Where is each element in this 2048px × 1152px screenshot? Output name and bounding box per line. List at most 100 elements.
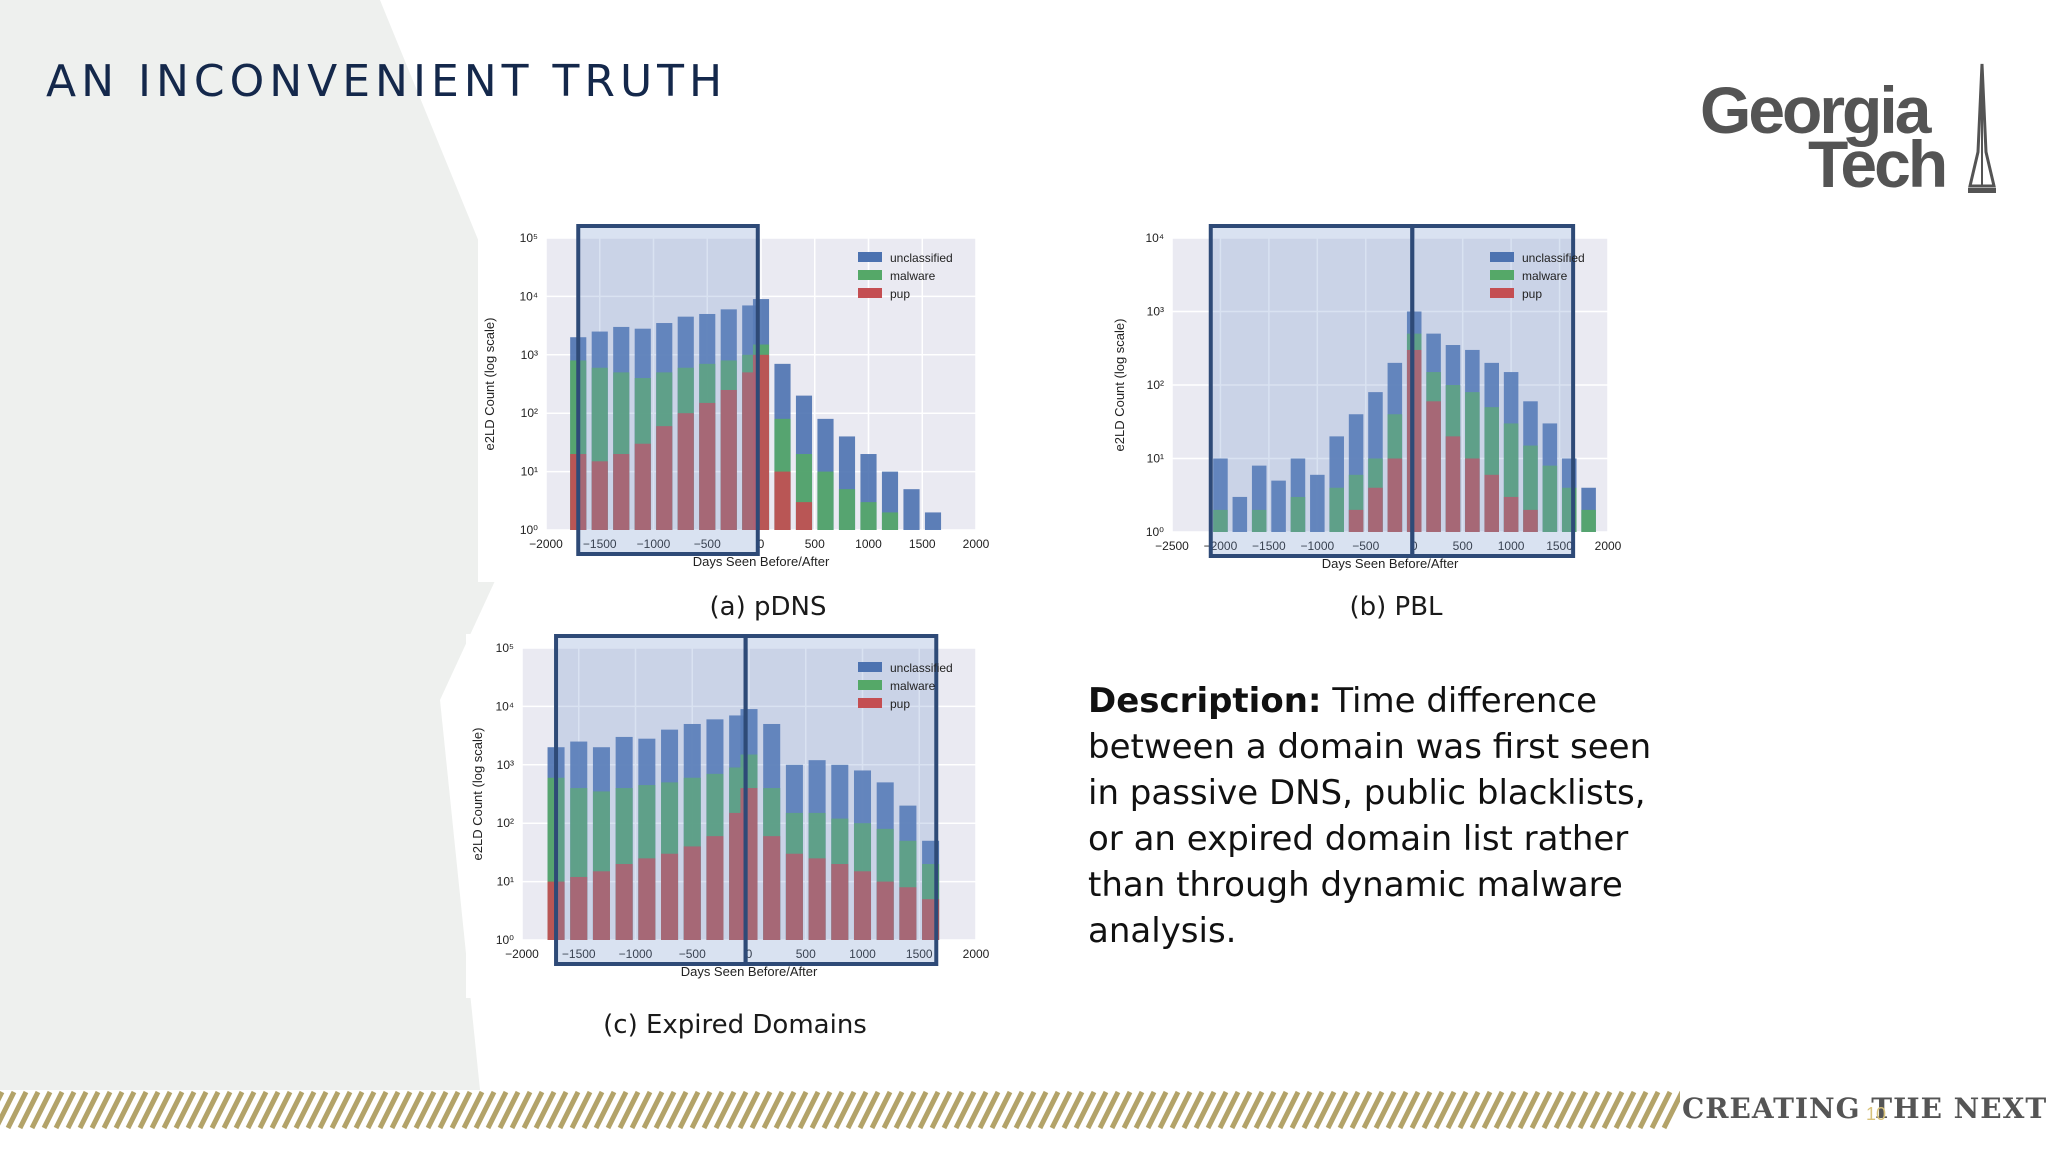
stripe <box>1265 1090 1289 1130</box>
stripe <box>1397 1090 1421 1130</box>
stripe <box>1145 1090 1169 1130</box>
stripe <box>665 1090 689 1130</box>
y-tick-label: 10⁴ <box>1145 231 1164 245</box>
stripe <box>881 1090 905 1130</box>
y-tick-label: 10⁰ <box>496 933 514 947</box>
stripe <box>1133 1090 1157 1130</box>
bar-pup <box>699 402 716 530</box>
bar-pup <box>899 887 917 940</box>
y-tick-label: 10⁴ <box>495 699 514 713</box>
stripe <box>389 1090 413 1130</box>
x-tick-label: 1000 <box>1498 539 1525 553</box>
stripe <box>509 1090 533 1130</box>
stripe <box>209 1090 233 1130</box>
stripe <box>833 1090 857 1130</box>
bar-pup <box>683 846 701 940</box>
stripe <box>533 1090 557 1130</box>
stripe <box>317 1090 341 1130</box>
caption-pdns: (a) pDNS <box>709 592 827 622</box>
logo-line-2: Tech <box>1808 127 1948 201</box>
bar-pup <box>1523 509 1538 532</box>
stripe <box>137 1090 161 1130</box>
stripe <box>1481 1090 1505 1130</box>
bar-pup <box>570 876 588 940</box>
x-tick-label: −1000 <box>637 537 671 551</box>
bar-unclassified <box>1310 474 1325 532</box>
stripe <box>1217 1090 1241 1130</box>
x-tick-label: 0 <box>1411 539 1418 553</box>
stripe <box>857 1090 881 1130</box>
stripe <box>1049 1090 1073 1130</box>
bar-pup <box>615 864 633 940</box>
legend-swatch <box>858 698 882 708</box>
y-tick-label: 10⁵ <box>520 231 538 245</box>
bar-pup <box>656 426 673 530</box>
stripe <box>329 1090 353 1130</box>
highlight-frame <box>1410 224 1576 558</box>
stripe <box>989 1090 1013 1130</box>
x-tick-label: −500 <box>1352 539 1379 553</box>
y-tick-label: 10⁵ <box>496 641 514 655</box>
stripe <box>725 1090 749 1130</box>
stripe <box>617 1090 641 1130</box>
stripe <box>1445 1090 1469 1130</box>
stripe <box>773 1090 797 1130</box>
stripe <box>1373 1090 1397 1130</box>
bar-pup <box>1368 487 1383 532</box>
stripe <box>1433 1090 1457 1130</box>
stripe <box>845 1090 869 1130</box>
bar-pup <box>785 853 803 940</box>
tech-tower-icon <box>1968 63 1996 193</box>
x-tick-label: 500 <box>805 537 825 551</box>
legend-label: malware <box>890 269 936 283</box>
stripe <box>89 1090 113 1130</box>
stripe <box>965 1090 989 1130</box>
stripe <box>305 1090 329 1130</box>
stripe <box>1601 1090 1625 1130</box>
bar-pup <box>1426 401 1441 532</box>
x-tick-label: −500 <box>694 537 721 551</box>
stripe <box>605 1090 629 1130</box>
legend-label: unclassified <box>1522 251 1585 265</box>
highlight-frame <box>554 634 748 966</box>
stripe <box>1649 1090 1673 1130</box>
bar-pup <box>1484 474 1499 532</box>
stripe <box>1121 1090 1145 1130</box>
x-tick-label: 0 <box>758 537 765 551</box>
stripe <box>461 1090 485 1130</box>
stripe <box>797 1090 821 1130</box>
stripe <box>1097 1090 1121 1130</box>
stripe <box>161 1090 185 1130</box>
highlight-frame <box>576 224 760 556</box>
stripe <box>401 1090 425 1130</box>
stripe <box>473 1090 497 1130</box>
stripe <box>365 1090 389 1130</box>
bar-pup <box>661 853 679 940</box>
legend-swatch <box>858 680 882 690</box>
stripe <box>149 1090 173 1130</box>
stripe <box>1421 1090 1445 1130</box>
stripe <box>245 1090 269 1130</box>
stripe <box>581 1090 605 1130</box>
stripe <box>125 1090 149 1130</box>
stripe <box>677 1090 701 1130</box>
stripe <box>569 1090 593 1130</box>
bar-malware <box>1329 487 1344 532</box>
stripe <box>1241 1090 1265 1130</box>
chart-svg: 10⁰ 10¹ 10² 10³ 10⁴ 10⁵ −2000 −1500 −1000 −500 0 50… <box>470 634 990 979</box>
x-tick-label: 1500 <box>1546 539 1573 553</box>
stripe <box>1565 1090 1589 1130</box>
x-tick-label: −1500 <box>1252 539 1286 553</box>
bar-pup <box>808 858 826 940</box>
stripe <box>173 1090 197 1130</box>
legend-label: malware <box>890 679 936 693</box>
stripe <box>545 1090 569 1130</box>
stripe <box>1313 1090 1337 1130</box>
stripe <box>929 1090 953 1130</box>
x-tick-label: −2000 <box>529 537 563 551</box>
stripe <box>29 1090 53 1130</box>
bar-malware <box>817 471 834 530</box>
highlight-frame <box>1208 224 1415 558</box>
x-tick-label: −1000 <box>619 947 653 961</box>
stripe <box>785 1090 809 1130</box>
